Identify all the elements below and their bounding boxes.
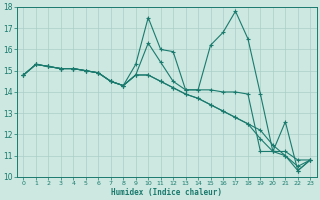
X-axis label: Humidex (Indice chaleur): Humidex (Indice chaleur) [111,188,222,197]
